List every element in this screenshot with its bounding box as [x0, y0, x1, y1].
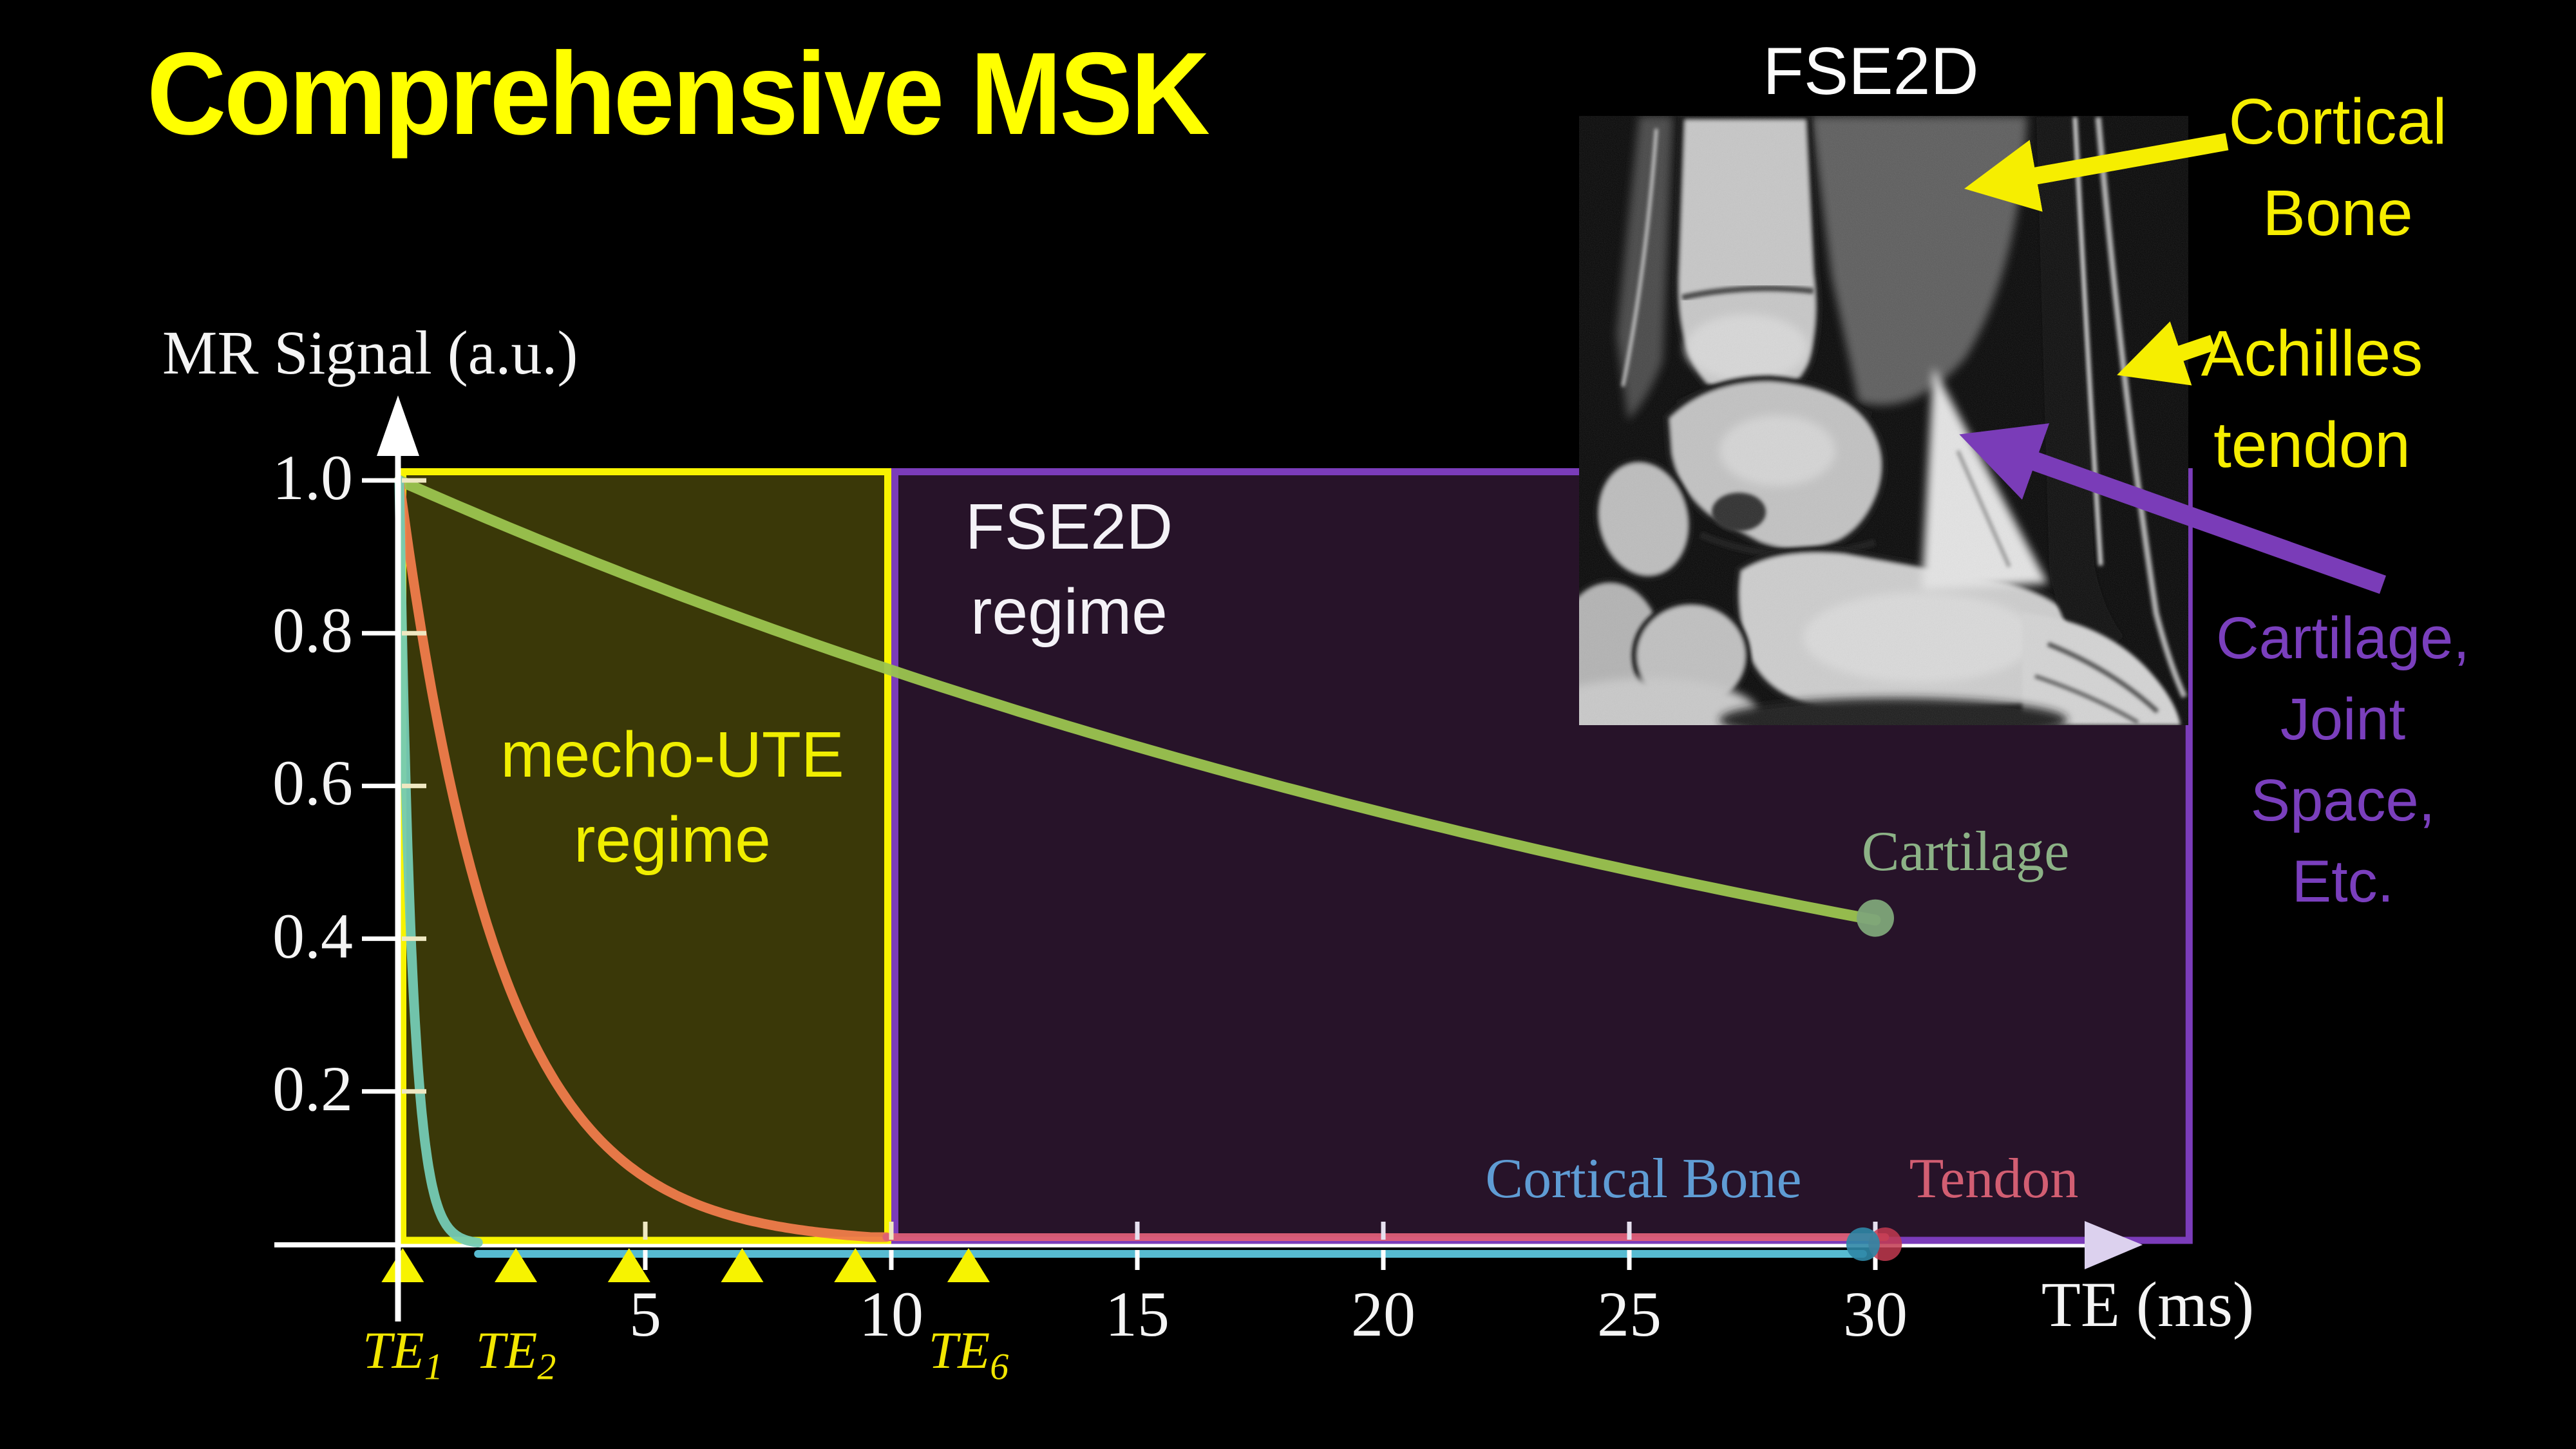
- cartilage-joint-line1: Cartilage,: [2216, 605, 2470, 671]
- mri-panel-title: FSE2D: [1763, 34, 1979, 109]
- annotation-arrows: [1959, 133, 2387, 594]
- curve-cartilage-seg0: [393, 475, 1881, 926]
- te-marker-triangle-2: [495, 1248, 538, 1282]
- mri-noise-overlay: [1579, 116, 2188, 725]
- cortical-bone-series-label: Cortical Bone: [1485, 1148, 1802, 1210]
- cartilage-joint-annotation: Cartilage, Joint Space, Etc.: [2175, 598, 2510, 922]
- fse2d-regime-line1: FSE2D: [965, 491, 1173, 563]
- regime-box-0: [399, 468, 891, 1244]
- tendon-series-label: Tendon: [1909, 1148, 2079, 1210]
- y-axis-label: MR Signal (a.u.): [162, 318, 578, 387]
- end-dot-cartilage: [1857, 899, 1894, 937]
- mecho-ute-regime-label: mecho-UTE regime: [447, 712, 898, 882]
- mri-image: [1579, 116, 2188, 725]
- cortical-bone-annotation-line1: Cortical: [2228, 86, 2447, 158]
- cartilage-joint-line2: Joint: [2280, 687, 2406, 752]
- x-axis-arrowhead-icon: [2085, 1221, 2143, 1269]
- cartilage-joint-arrow-icon: [1959, 423, 2387, 594]
- cortical-bone-arrow-icon: [1964, 133, 2229, 212]
- series-end-dots: [1846, 899, 1902, 1261]
- achilles-annotation-line1: Achilles: [2201, 317, 2423, 390]
- decay-curves: [393, 475, 1889, 1258]
- curve-cortical-bone-seg0: [394, 475, 483, 1247]
- end-dot-cortical-bone: [1846, 1227, 1880, 1261]
- te-marker-triangle-3: [607, 1248, 650, 1282]
- cartilage-joint-line4: Etc.: [2291, 849, 2394, 914]
- axis-ticks: [362, 478, 1878, 1270]
- te-marker-triangle-1: [381, 1248, 424, 1282]
- curve-tendon-seg0: [394, 475, 891, 1242]
- te-triangle-markers: [381, 1248, 990, 1282]
- cortical-bone-annotation-line2: Bone: [2262, 177, 2413, 249]
- cartilage-series-label: Cartilage: [1861, 820, 2070, 883]
- te-marker-triangle-5: [834, 1248, 877, 1282]
- mecho-ute-line1: mecho-UTE: [500, 719, 844, 791]
- te-marker-triangle-6: [947, 1248, 990, 1282]
- achilles-tendon-annotation: Achilles tendon: [2145, 308, 2479, 491]
- y-axis-arrowhead-icon: [377, 395, 419, 456]
- achilles-annotation-line2: tendon: [2213, 409, 2410, 481]
- fse2d-regime-line2: regime: [971, 576, 1168, 648]
- fse2d-regime-label: FSE2D regime: [844, 484, 1294, 654]
- mecho-ute-line2: regime: [574, 804, 771, 876]
- page-title: Comprehensive MSK: [147, 28, 1210, 159]
- te-marker-triangle-4: [721, 1248, 764, 1282]
- achilles-tendon-arrow-icon: [2117, 321, 2216, 386]
- x-axis-label: TE (ms): [2041, 1269, 2255, 1340]
- cortical-bone-annotation: Cortical Bone: [2170, 76, 2505, 259]
- regime-boxes: [399, 468, 2193, 1244]
- cartilage-joint-line3: Space,: [2250, 768, 2436, 833]
